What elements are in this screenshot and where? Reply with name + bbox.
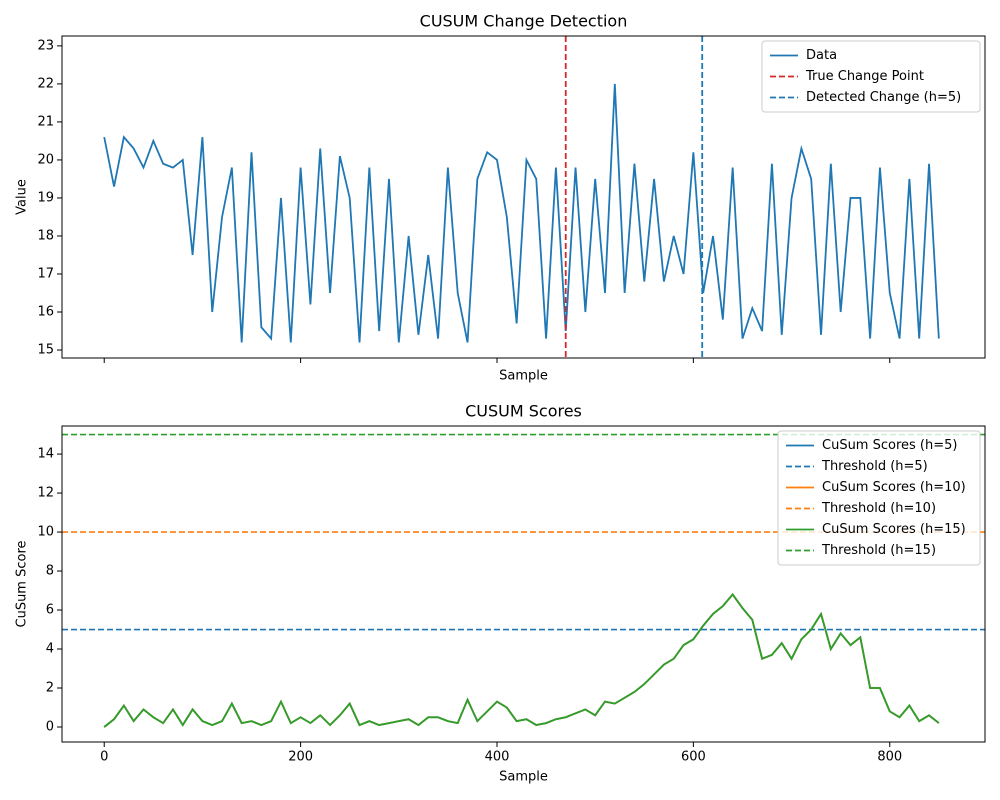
y-tick-label: 20 [37,152,54,167]
x-tick-label: 400 [485,750,510,765]
y-tick-label: 19 [37,190,54,205]
legend-label: CuSum Scores (h=15) [822,522,966,537]
y-tick-label: 17 [37,266,54,281]
legend-label: CuSum Scores (h=5) [822,438,957,453]
chart-title: CUSUM Scores [465,402,582,421]
y-tick-label: 6 [46,603,54,618]
y-tick-label: 21 [37,114,54,129]
legend-label: Data [806,48,837,63]
legend-label: Threshold (h=15) [821,543,936,558]
y-tick-label: 4 [46,642,54,657]
legend-box [761,40,981,113]
legend-label: True Change Point [805,69,924,84]
x-axis-label: Sample [499,770,548,785]
legend-label: CuSum Scores (h=10) [822,480,966,495]
x-axis-label: Sample [499,369,548,384]
axes-frame [61,425,986,743]
legend: Data True Change Point Detected Change (h=… [761,40,981,113]
y-tick-label: 8 [46,564,54,579]
y-tick-label: 15 [37,343,54,358]
y-tick-label: 23 [37,38,54,53]
y-tick-label: 0 [46,719,54,734]
legend: CuSum Scores (h=5) Threshold (h=5) CuSum S… [777,430,981,566]
legend-label: Threshold (h=10) [821,501,936,516]
y-axis-label: CuSum Score [15,540,30,627]
y-tick-label: 10 [37,525,54,540]
y-tick-label: 12 [37,486,54,501]
legend-label: Threshold (h=5) [821,459,928,474]
x-tick-label: 800 [877,750,902,765]
x-tick-label: 200 [288,750,313,765]
legend-label: Detected Change (h=5) [806,90,961,105]
x-tick-label: 600 [681,750,706,765]
plot-area [103,36,940,358]
y-tick-label: 14 [37,447,54,462]
subplot: CUSUM Scores Sample CuSum Score 0 200 400 600 8… [15,402,986,785]
y-tick-label: 16 [37,305,54,320]
y-tick-label: 18 [37,228,54,243]
chart-title: CUSUM Change Detection [420,12,628,31]
y-tick-label: 22 [37,76,54,91]
y-tick-label: 2 [46,681,54,696]
data-line [103,83,940,343]
data-line [103,592,940,728]
legend-box [777,430,981,566]
subplot: CUSUM Change Detection Sample Value 15 16 17 1… [15,12,986,384]
x-tick-label: 0 [100,750,108,765]
axes-frame [61,35,986,359]
y-axis-label: Value [15,179,30,215]
